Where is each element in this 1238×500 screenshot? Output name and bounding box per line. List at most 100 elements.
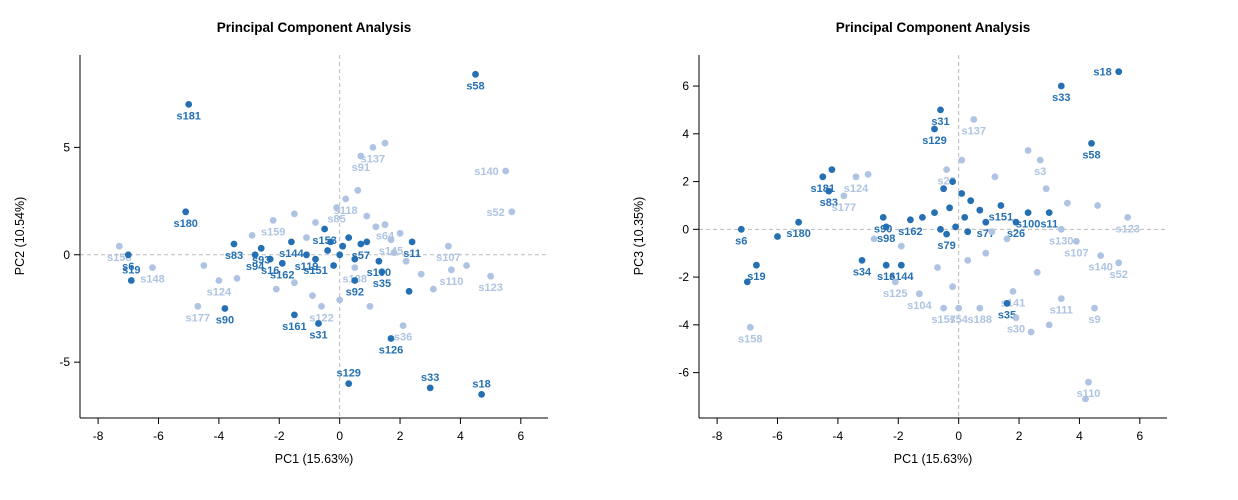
data-point bbox=[828, 166, 836, 174]
point-label: s180 bbox=[786, 228, 810, 240]
data-point bbox=[870, 235, 878, 243]
data-point-s157 bbox=[940, 304, 947, 312]
point-label: s100 bbox=[1016, 219, 1040, 231]
point-label: s140 bbox=[474, 166, 498, 178]
point-label: s3 bbox=[1034, 166, 1046, 178]
data-point bbox=[976, 206, 984, 214]
data-point bbox=[233, 275, 241, 282]
data-point-s94 bbox=[251, 251, 259, 259]
point-label: s19 bbox=[122, 265, 140, 277]
data-point bbox=[312, 219, 319, 226]
data-point bbox=[1027, 328, 1035, 336]
y-tick-label: 2 bbox=[682, 175, 689, 189]
data-point bbox=[864, 171, 872, 178]
data-point bbox=[336, 251, 344, 259]
data-point bbox=[967, 197, 975, 205]
point-label: s98 bbox=[877, 233, 895, 245]
point-label: s33 bbox=[1052, 92, 1070, 104]
data-point-s153 bbox=[321, 225, 328, 233]
point-label: s16 bbox=[877, 271, 895, 283]
data-point bbox=[937, 225, 944, 233]
data-point-s33 bbox=[426, 384, 434, 392]
x-tick-label: -2 bbox=[274, 429, 285, 443]
data-point bbox=[402, 257, 410, 265]
point-label: s157 bbox=[931, 314, 955, 326]
data-point-s34 bbox=[858, 257, 866, 264]
point-label: s158 bbox=[738, 333, 762, 345]
data-point-s188 bbox=[351, 264, 359, 271]
point-label: s9 bbox=[1088, 314, 1100, 326]
data-point bbox=[363, 238, 371, 246]
point-label: s151 bbox=[303, 265, 327, 277]
data-point-s18 bbox=[478, 391, 485, 398]
data-point-s126 bbox=[387, 335, 395, 342]
data-point-s28 bbox=[943, 166, 950, 174]
data-point bbox=[330, 262, 337, 269]
data-point-s85 bbox=[333, 204, 340, 211]
data-point-s58 bbox=[1088, 140, 1095, 147]
point-label: s85 bbox=[327, 214, 345, 226]
data-point-s141 bbox=[1009, 288, 1017, 295]
data-point-s140 bbox=[1097, 252, 1104, 259]
data-point-s140 bbox=[502, 167, 510, 175]
point-label: s16 bbox=[261, 265, 279, 277]
data-point bbox=[345, 234, 353, 242]
data-point bbox=[339, 242, 347, 250]
data-point bbox=[964, 228, 972, 236]
point-label: s111 bbox=[1050, 305, 1073, 317]
y-axis-label-right: PC3 (10.35%) bbox=[632, 196, 646, 276]
data-point bbox=[463, 262, 470, 269]
point-label: s162 bbox=[898, 226, 922, 238]
data-point bbox=[390, 249, 398, 256]
data-point bbox=[405, 287, 413, 295]
x-tick-label: 4 bbox=[457, 429, 464, 443]
y-tick-label: 0 bbox=[63, 248, 70, 262]
point-label: s54 bbox=[950, 314, 969, 326]
point-label: s188 bbox=[968, 314, 992, 326]
point-label: s26 bbox=[1007, 228, 1025, 240]
data-point-s125 bbox=[891, 278, 899, 286]
data-point-s100 bbox=[375, 257, 383, 265]
data-point-s6 bbox=[737, 225, 745, 233]
data-point bbox=[940, 185, 947, 193]
data-point-s79 bbox=[943, 230, 950, 238]
data-point-s16 bbox=[882, 261, 890, 269]
x-tick-label: 6 bbox=[517, 429, 524, 443]
point-label: s83 bbox=[225, 250, 243, 262]
data-point-s110 bbox=[448, 266, 455, 274]
x-tick-label: 6 bbox=[1136, 429, 1143, 443]
data-point bbox=[949, 178, 956, 186]
data-point-s119 bbox=[303, 251, 310, 259]
x-axis-label-right: PC1 (15.63%) bbox=[893, 452, 973, 466]
y-tick-label: 6 bbox=[682, 79, 689, 93]
data-point bbox=[982, 249, 990, 257]
point-label: s123 bbox=[1115, 223, 1139, 235]
data-point-s31 bbox=[315, 320, 322, 327]
data-point bbox=[743, 278, 751, 286]
y-axis-label-left: PC2 (10.54%) bbox=[13, 196, 27, 276]
data-point bbox=[991, 173, 999, 181]
point-label: s137 bbox=[962, 126, 986, 138]
point-label: s6 bbox=[735, 235, 747, 247]
data-point-s107 bbox=[445, 242, 452, 250]
point-label: s104 bbox=[907, 300, 932, 312]
point-label: s161 bbox=[282, 321, 306, 333]
data-point-s158 bbox=[115, 242, 123, 250]
data-point bbox=[988, 228, 996, 236]
point-label: s31 bbox=[931, 116, 949, 128]
data-point bbox=[396, 229, 404, 237]
data-point-s151 bbox=[312, 255, 319, 263]
x-tick-label: -6 bbox=[772, 429, 783, 443]
point-label: s58 bbox=[466, 80, 484, 92]
data-point-s137 bbox=[970, 116, 978, 123]
data-point-s93 bbox=[257, 244, 265, 252]
pca-plot-pc1-pc3: Principal Component Analysis -8 -6 -4 -2 0 2 4… bbox=[619, 0, 1238, 500]
x-tick-label: -4 bbox=[214, 429, 225, 443]
data-point bbox=[354, 186, 362, 194]
data-point-s158 bbox=[746, 323, 754, 331]
data-point-s137 bbox=[369, 144, 377, 151]
chart-title-left: Principal Component Analysis bbox=[216, 20, 412, 35]
data-point-s90 bbox=[221, 305, 229, 312]
x-tick-label: -2 bbox=[893, 429, 904, 443]
